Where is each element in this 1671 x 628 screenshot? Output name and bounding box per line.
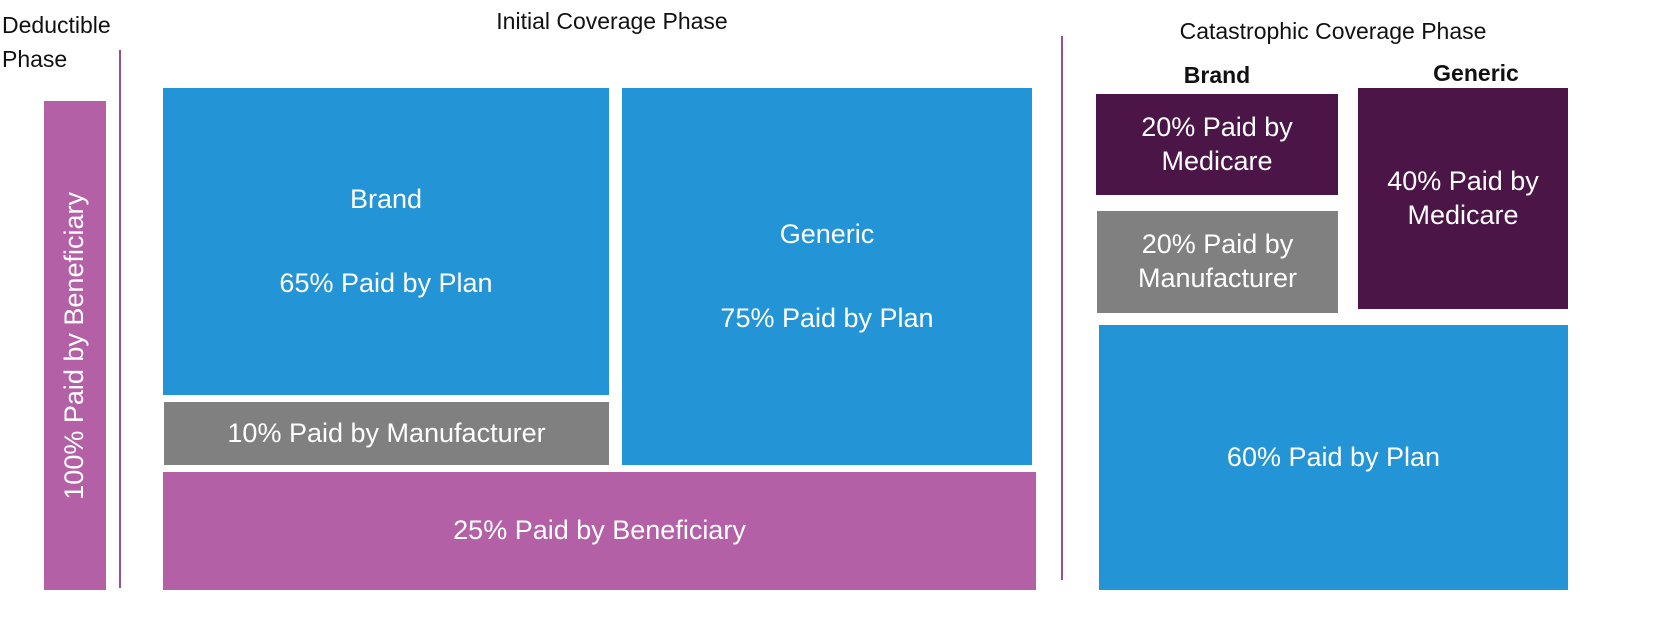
initial-beneficiary-label: 25% Paid by Beneficiary bbox=[453, 515, 746, 546]
divider bbox=[119, 50, 121, 588]
catastrophic-brand-manufacturer-label: 20% Paid by Manufacturer bbox=[1137, 229, 1298, 293]
catastrophic-plan: 60% Paid by Plan bbox=[1099, 325, 1568, 590]
catastrophic-generic-medicare: 40% Paid by Medicare bbox=[1358, 88, 1568, 309]
initial-generic-plan: 75% Paid by Plan bbox=[720, 302, 934, 333]
initial-brand-label: Brand bbox=[349, 183, 423, 214]
catastrophic-title: Catastrophic Coverage Phase bbox=[1179, 18, 1487, 44]
initial-beneficiary: 25% Paid by Beneficiary bbox=[163, 472, 1036, 590]
catastrophic-brand-label: Brand bbox=[1183, 62, 1251, 88]
deductible-box-label: 100% Paid by Beneficiary bbox=[59, 191, 90, 500]
initial-title: Initial Coverage Phase bbox=[496, 8, 728, 34]
catastrophic-brand-manufacturer: 20% Paid by Manufacturer bbox=[1097, 211, 1338, 313]
initial-brand-manufacturer-label: 10% Paid by Manufacturer bbox=[227, 417, 546, 448]
catastrophic-brand-medicare-label: 20% Paid by Medicare bbox=[1141, 111, 1293, 176]
divider bbox=[1061, 36, 1063, 580]
catastrophic-plan-label: 60% Paid by Plan bbox=[1226, 441, 1441, 472]
deductible-box: 100% Paid by Beneficiary bbox=[44, 101, 106, 590]
initial-generic-label: Generic bbox=[779, 218, 875, 249]
initial-generic-box: Generic 75% Paid by Plan bbox=[622, 88, 1032, 465]
initial-brand-manufacturer: 10% Paid by Manufacturer bbox=[164, 402, 609, 465]
initial-brand-box: Brand 65% Paid by Plan bbox=[163, 88, 609, 395]
catastrophic-generic-label: Generic bbox=[1433, 60, 1519, 86]
initial-brand-plan: 65% Paid by Plan bbox=[279, 267, 493, 298]
deductible-title: Deductible Phase bbox=[2, 12, 111, 72]
catastrophic-brand-medicare: 20% Paid by Medicare bbox=[1096, 94, 1338, 195]
catastrophic-generic-medicare-label: 40% Paid by Medicare bbox=[1387, 165, 1539, 230]
